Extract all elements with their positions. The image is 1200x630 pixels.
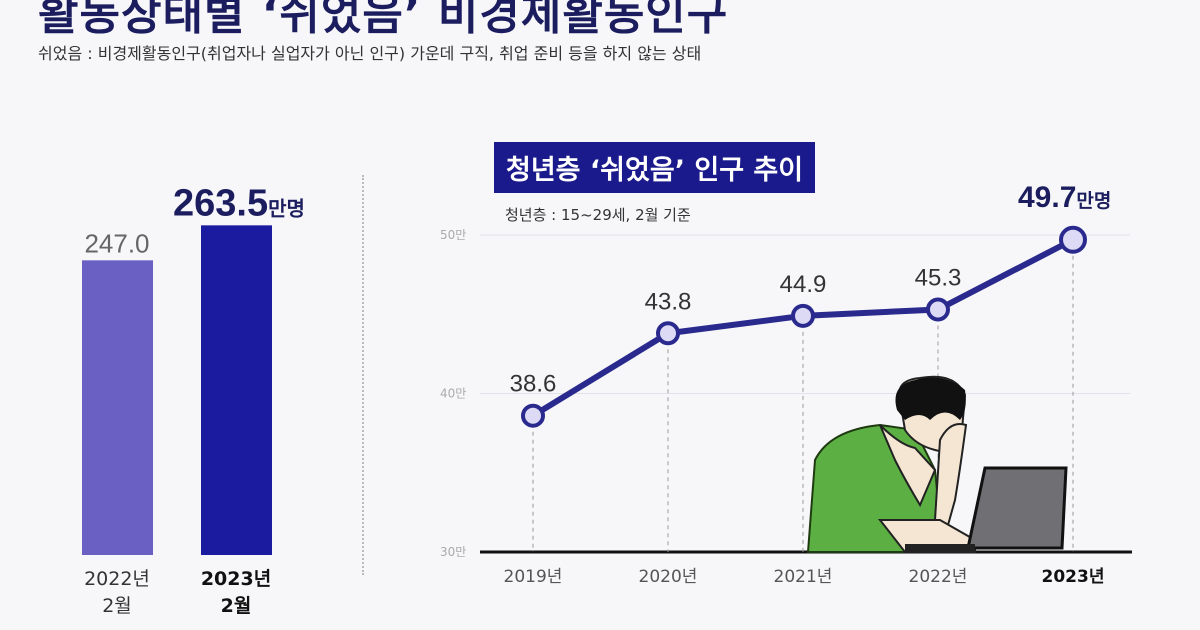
- line-chart-title: 청년층 ‘쉬었음’ 인구 추이: [494, 142, 816, 193]
- y-tick-label: 40만: [440, 387, 466, 401]
- bar: [82, 260, 153, 555]
- page-title: 활동상태별 ‘쉬었음’ 비경제활동인구: [38, 0, 729, 40]
- y-tick-label: 50만: [440, 228, 466, 242]
- bar-category-label: 2022년 2월: [62, 566, 172, 620]
- data-point: [521, 403, 545, 428]
- bar-value-label: 263.5만명: [173, 182, 305, 224]
- data-label: 38.6: [510, 371, 557, 398]
- x-tick-label: 2020년: [639, 567, 698, 587]
- x-tick-label: 2021년: [774, 567, 833, 587]
- data-label: 43.8: [645, 288, 692, 315]
- bar-value-label: 247.0: [84, 228, 149, 258]
- data-point: [926, 297, 950, 322]
- page-subtitle: 쉬었음 : 비경제활동인구(취업자나 실업자가 아닌 인구) 가운데 구직, 취…: [38, 44, 702, 63]
- x-tick-label: 2023년: [1042, 567, 1105, 587]
- data-label: 49.7만명: [1018, 181, 1111, 214]
- y-tick-label: 30만: [440, 545, 466, 559]
- unit-label: 만명: [1076, 190, 1111, 212]
- bar-category-line: 2월: [220, 595, 252, 617]
- bar: [201, 225, 272, 555]
- x-tick-label: 2022년: [909, 567, 968, 587]
- data-point: [656, 321, 680, 346]
- data-point: [1059, 225, 1087, 254]
- bar-category-label: 2023년 2월: [181, 566, 291, 620]
- data-label: 45.3: [915, 264, 962, 291]
- bar-category-line: 2022년: [84, 568, 150, 590]
- bar-category-line: 2월: [102, 595, 132, 617]
- data-point: [791, 303, 815, 328]
- data-label: 44.9: [780, 271, 827, 298]
- unit-label: 만명: [268, 197, 305, 220]
- line-chart-note: 청년층 : 15~29세, 2월 기준: [505, 206, 691, 224]
- frustrated-person-illustration: [806, 375, 1068, 553]
- x-tick-label: 2019년: [504, 567, 563, 587]
- bar-category-line: 2023년: [200, 568, 272, 590]
- divider: [362, 175, 364, 575]
